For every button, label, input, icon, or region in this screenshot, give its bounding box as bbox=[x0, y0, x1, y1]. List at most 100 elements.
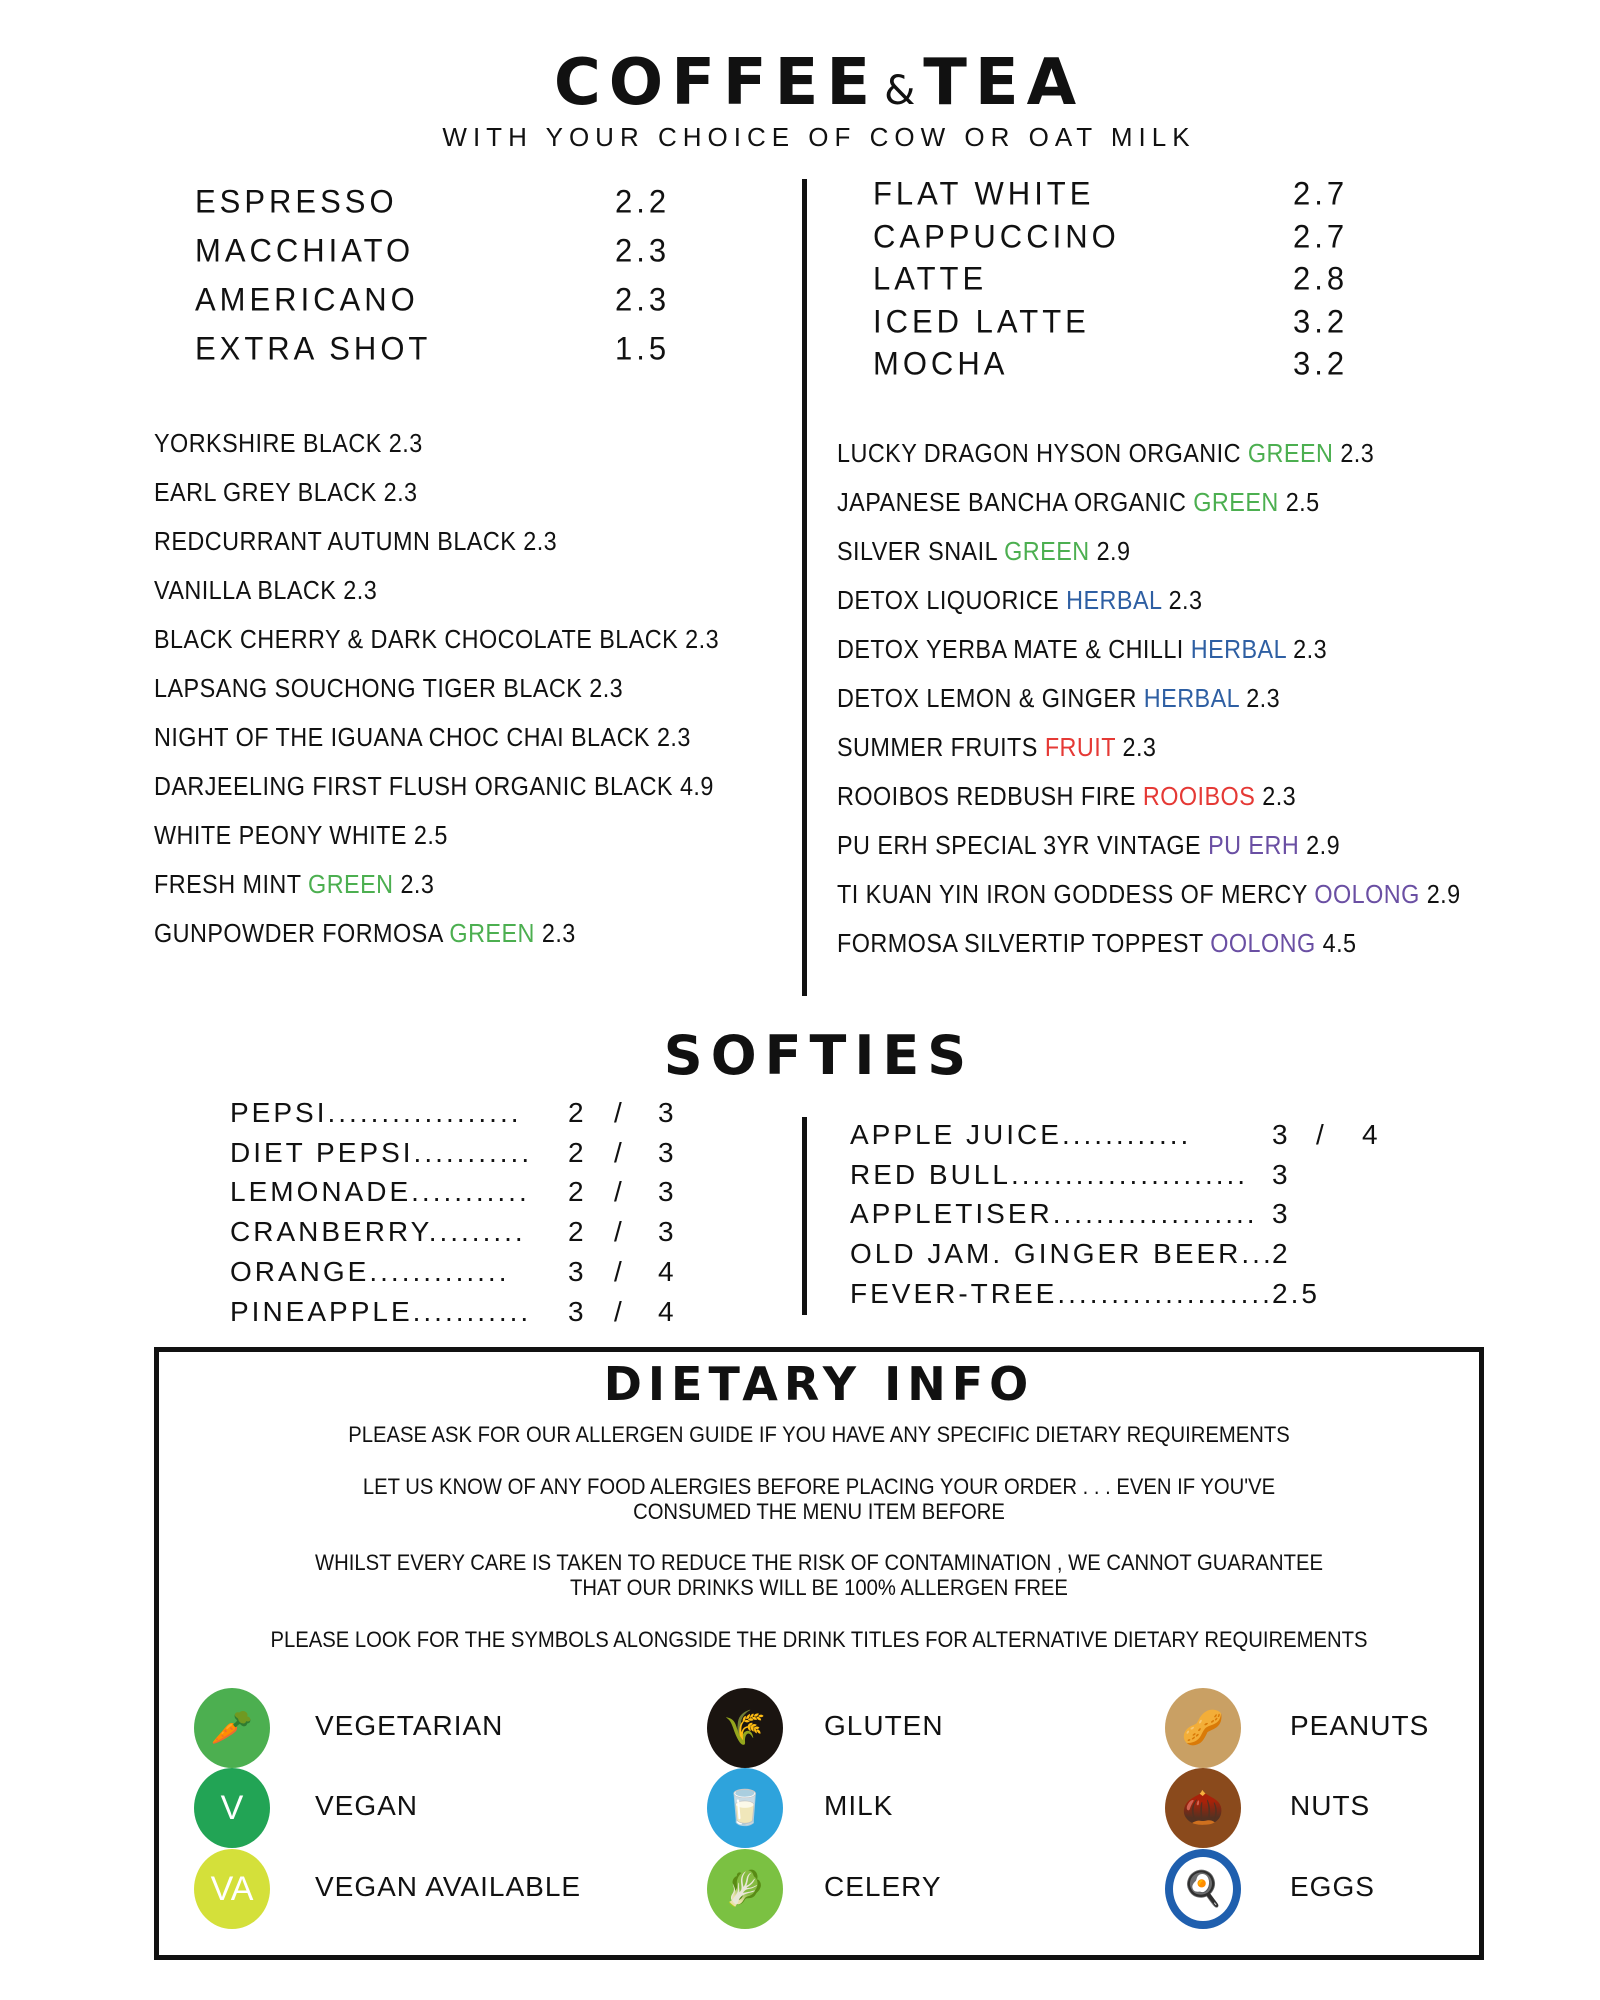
softie-price-large: 3 bbox=[658, 1176, 677, 1208]
tea-name: BLACK CHERRY & DARK CHOCOLATE bbox=[154, 624, 593, 654]
coffee-item-price: 2.3 bbox=[615, 281, 671, 318]
tea-item: NIGHT OF THE IGUANA CHOC CHAI BLACK 2.3 bbox=[154, 722, 691, 753]
tea-type: BLACK bbox=[570, 722, 650, 752]
tea-item: REDCURRANT AUTUMN BLACK 2.3 bbox=[154, 526, 557, 557]
tea-name: SUMMER FRUITS bbox=[837, 732, 1038, 762]
coffee-item-price: 1.5 bbox=[615, 330, 671, 367]
price-separator: / bbox=[614, 1295, 625, 1327]
tea-price: 2.3 bbox=[1168, 585, 1203, 615]
tea-item: FRESH MINT GREEN 2.3 bbox=[154, 869, 434, 900]
dietary-symbol-label: VEGETARIAN bbox=[315, 1710, 504, 1741]
tea-type: OOLONG bbox=[1210, 928, 1316, 958]
tea-name: TI KUAN YIN IRON GODDESS OF MERCY bbox=[837, 879, 1308, 909]
dietary-symbol-label: VEGAN AVAILABLE bbox=[315, 1871, 582, 1902]
coffee-item-price: 3.2 bbox=[1293, 345, 1349, 382]
tea-type: BLACK bbox=[297, 477, 377, 507]
softie-price-small: 3 bbox=[1272, 1158, 1291, 1190]
coffee-item-name: AMERICANO bbox=[195, 281, 419, 318]
tea-price: 2.3 bbox=[388, 428, 423, 458]
softie-price-small: 3 bbox=[568, 1295, 587, 1327]
dietary-line: PLEASE LOOK FOR THE SYMBOLS ALONGSIDE TH… bbox=[270, 1627, 1368, 1652]
softie-name: APPLE JUICE............ bbox=[850, 1119, 1192, 1150]
tea-type: BLACK bbox=[503, 673, 583, 703]
tea-item: LAPSANG SOUCHONG TIGER BLACK 2.3 bbox=[154, 673, 623, 704]
page-title: COFFEE &TEA bbox=[0, 46, 1600, 120]
softie-name: LEMONADE........... bbox=[230, 1176, 530, 1208]
softie-price-small: 2 bbox=[568, 1216, 587, 1248]
egg-icon: 🍳 bbox=[1165, 1849, 1241, 1929]
softie-name: ORANGE............. bbox=[230, 1255, 510, 1287]
carrot-icon: 🥕 bbox=[194, 1688, 270, 1768]
tea-price: 2.3 bbox=[400, 869, 435, 899]
tea-type: GREEN bbox=[449, 918, 535, 948]
tea-item: SUMMER FRUITS FRUIT 2.3 bbox=[837, 732, 1156, 763]
tea-type: ROOIBOS bbox=[1142, 781, 1256, 811]
tea-name: WHITE PEONY bbox=[154, 820, 323, 850]
tea-price: 2.5 bbox=[413, 820, 448, 850]
tea-type: GREEN bbox=[1004, 536, 1090, 566]
tea-name: DARJEELING FIRST FLUSH ORGANIC bbox=[154, 771, 588, 801]
tea-item: VANILLA BLACK 2.3 bbox=[154, 575, 377, 606]
tea-price: 2.9 bbox=[1096, 536, 1131, 566]
tea-name: FRESH MINT bbox=[154, 869, 302, 899]
dietary-line: CONSUMED THE MENU ITEM BEFORE bbox=[633, 1499, 1005, 1524]
softie-price-large: 4 bbox=[658, 1255, 677, 1287]
tea-item: DETOX YERBA MATE & CHILLI HERBAL 2.3 bbox=[837, 634, 1327, 665]
softie-price-small: 2 bbox=[568, 1176, 587, 1208]
tea-item: SILVER SNAIL GREEN 2.9 bbox=[837, 536, 1130, 567]
tea-price: 2.3 bbox=[343, 575, 378, 605]
dietary-line: LET US KNOW OF ANY FOOD ALERGIES BEFORE … bbox=[362, 1474, 1276, 1499]
coffee-item-name: ESPRESSO bbox=[195, 183, 398, 220]
tea-name: EARL GREY bbox=[154, 477, 291, 507]
softie-price-small: 3 bbox=[1272, 1198, 1291, 1230]
softie-price-large: 4 bbox=[658, 1295, 677, 1327]
tea-price: 4.9 bbox=[679, 771, 714, 801]
tea-price: 2.3 bbox=[1246, 683, 1281, 713]
tea-type: BLACK bbox=[594, 771, 673, 801]
tea-price: 2.3 bbox=[1122, 732, 1157, 762]
vegan-available-icon: VA bbox=[194, 1849, 270, 1929]
softies-divider bbox=[802, 1117, 807, 1315]
coffee-item-name: FLAT WHITE bbox=[873, 175, 1095, 212]
tea-item: DARJEELING FIRST FLUSH ORGANIC BLACK 4.9 bbox=[154, 771, 714, 802]
softie-price-small: 3 bbox=[568, 1255, 587, 1287]
tea-name: SILVER SNAIL bbox=[837, 536, 998, 566]
tea-type: HERBAL bbox=[1066, 585, 1162, 615]
dietary-symbol-label: PEANUTS bbox=[1290, 1710, 1430, 1741]
dietary-title: DIETARY INFO bbox=[603, 1357, 1035, 1411]
price-separator: / bbox=[614, 1176, 625, 1208]
tea-price: 2.3 bbox=[685, 624, 720, 654]
tea-type: GREEN bbox=[1247, 438, 1334, 468]
tea-item: JAPANESE BANCHA ORGANIC GREEN 2.5 bbox=[837, 487, 1320, 518]
tea-price: 2.3 bbox=[1293, 634, 1328, 664]
tea-name: GUNPOWDER FORMOSA bbox=[154, 918, 443, 948]
tea-name: PU ERH SPECIAL 3YR VINTAGE bbox=[837, 830, 1202, 860]
softie-price-small: 2.5 bbox=[1272, 1277, 1320, 1309]
tea-name: LUCKY DRAGON HYSON ORGANIC bbox=[837, 438, 1241, 468]
coffee-item-price: 2.8 bbox=[1293, 260, 1349, 297]
coffee-item-price: 2.7 bbox=[1293, 217, 1349, 255]
softie-price-small: 2 bbox=[568, 1097, 587, 1128]
coffee-item-name: EXTRA SHOT bbox=[195, 330, 432, 367]
tea-type: HERBAL bbox=[1143, 683, 1240, 713]
coffee-item-price: 2.3 bbox=[615, 232, 671, 269]
softie-name: DIET PEPSI........... bbox=[230, 1136, 533, 1168]
tea-type: FRUIT bbox=[1044, 732, 1116, 762]
coffee-item-name: MOCHA bbox=[873, 345, 1009, 382]
dietary-symbol-label: GLUTEN bbox=[824, 1710, 944, 1741]
tea-item: LUCKY DRAGON HYSON ORGANIC GREEN 2.3 bbox=[837, 438, 1374, 469]
tea-price: 2.3 bbox=[523, 526, 558, 556]
tea-item: YORKSHIRE BLACK 2.3 bbox=[154, 428, 423, 459]
subtitle: WITH YOUR CHOICE OF COW OR OAT MILK bbox=[442, 122, 1196, 152]
price-separator: / bbox=[614, 1136, 625, 1168]
tea-name: LAPSANG SOUCHONG TIGER bbox=[154, 673, 497, 703]
softie-price-large: 4 bbox=[1362, 1119, 1381, 1150]
softie-name: APPLETISER................... bbox=[850, 1198, 1258, 1230]
tea-price: 2.3 bbox=[656, 722, 691, 752]
tea-price: 2.3 bbox=[1262, 781, 1297, 811]
tea-price: 2.3 bbox=[383, 477, 418, 507]
tea-type: BLACK bbox=[257, 575, 337, 605]
tea-item: BLACK CHERRY & DARK CHOCOLATE BLACK 2.3 bbox=[154, 624, 719, 655]
tea-item: DETOX LIQUORICE HERBAL 2.3 bbox=[837, 585, 1202, 616]
coffee-item-name: LATTE bbox=[873, 260, 988, 297]
